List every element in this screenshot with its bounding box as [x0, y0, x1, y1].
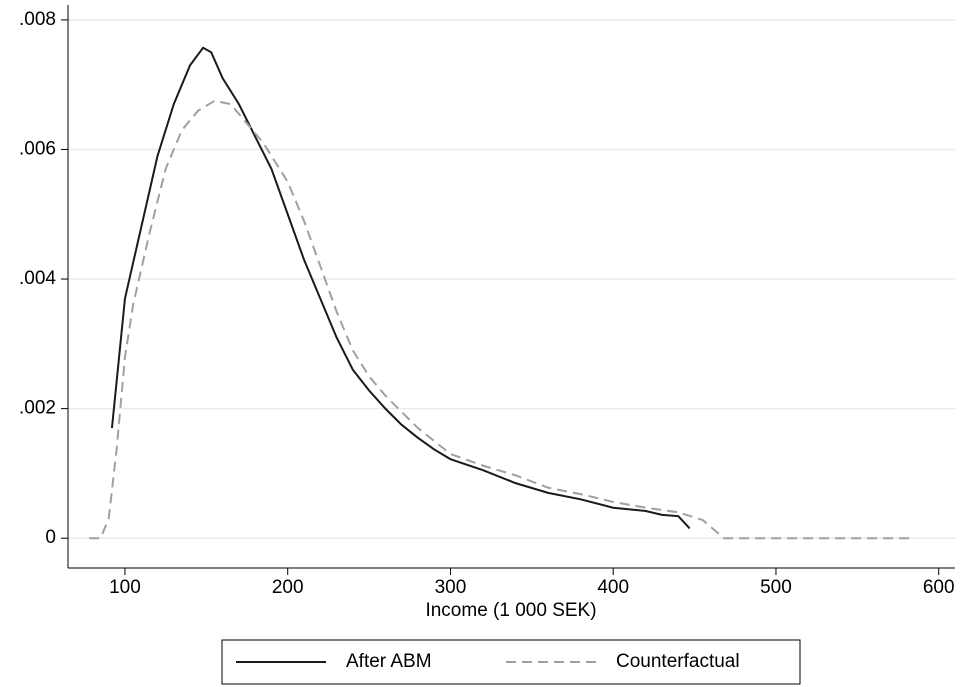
y-tick-label: 0: [45, 527, 56, 548]
line-series: [110, 46, 691, 530]
y-tick-label: .004: [19, 268, 56, 289]
legend-label: After ABM: [346, 651, 432, 672]
legend-label: Counterfactual: [616, 651, 740, 672]
y-tick-label: .006: [19, 138, 56, 159]
y-tick-label: .002: [19, 398, 56, 419]
x-tick-label: 400: [597, 577, 629, 598]
x-tick-label: 100: [109, 577, 141, 598]
x-tick-label: 200: [272, 577, 304, 598]
x-tick-label: 600: [923, 577, 955, 598]
line-series: [89, 99, 915, 540]
x-tick-label: 300: [435, 577, 467, 598]
y-tick-label: .008: [19, 9, 56, 30]
x-tick-label: 500: [760, 577, 792, 598]
x-axis-title: Income (1 000 SEK): [425, 600, 596, 621]
